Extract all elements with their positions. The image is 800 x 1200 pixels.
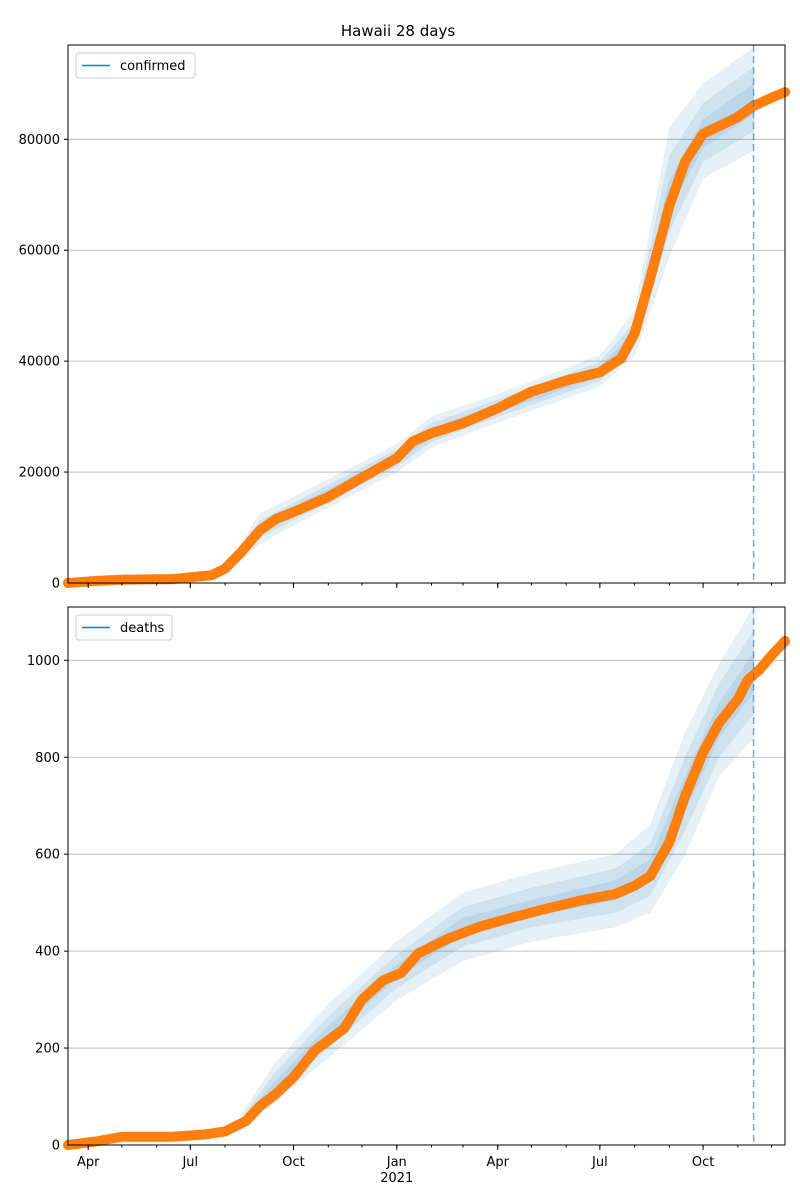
observed-point — [654, 241, 664, 251]
legend-box — [75, 614, 173, 641]
uncertainty-band — [240, 47, 754, 562]
legend-box — [75, 52, 196, 79]
x-tick-label: Oct — [692, 1155, 714, 1170]
axes-frame — [67, 44, 786, 584]
observed-point — [647, 265, 658, 275]
observed-point — [650, 257, 660, 267]
y-tick-label: 80000 — [19, 133, 60, 148]
confirmed-panel: 0 20000 40000 60000 80000 confirmed — [19, 44, 790, 592]
x-tick-label: Oct — [282, 1155, 304, 1170]
observed-point — [658, 225, 668, 235]
observed-line — [63, 635, 790, 1150]
y-tick-label: 600 — [35, 848, 60, 863]
y-tick-label: 0 — [52, 577, 60, 592]
axes-frame — [67, 606, 786, 1146]
y-tick-label: 200 — [35, 1042, 60, 1057]
observed-point — [636, 305, 647, 315]
observed-point — [632, 320, 642, 331]
observed-point — [662, 209, 672, 219]
x-tick-label: Jan — [386, 1155, 407, 1170]
y-tick-label: 400 — [35, 945, 60, 960]
observed-point — [639, 297, 649, 307]
x-tick-label: Apr — [77, 1155, 100, 1170]
y-tick-label: 1000 — [27, 654, 60, 669]
legend: confirmed — [75, 52, 196, 79]
x-tick-label: Jul — [181, 1155, 198, 1170]
observed-point — [660, 217, 670, 227]
observed-point — [641, 289, 651, 299]
x-tick-year-label: 2021 — [380, 1171, 413, 1186]
y-tick-label: 0 — [52, 1139, 60, 1154]
observed-point — [630, 328, 640, 338]
chart-title: Hawaii 28 days — [341, 22, 455, 40]
observed-point — [634, 313, 644, 323]
x-tick-label: Apr — [487, 1155, 510, 1170]
y-tick-label: 40000 — [19, 355, 60, 370]
observed-point — [656, 233, 666, 243]
y-tick-label: 20000 — [19, 466, 60, 481]
observed-point — [643, 281, 653, 291]
deaths-panel: 0 200 400 600 800 1000 deaths — [27, 606, 790, 1154]
observed-point — [652, 249, 662, 259]
y-tick-label: 800 — [35, 751, 60, 766]
observed-point — [645, 273, 656, 283]
uncertainty-band — [240, 630, 754, 1129]
legend-label: confirmed — [120, 59, 186, 74]
y-tick-label: 60000 — [19, 244, 60, 259]
legend: deaths — [75, 614, 173, 641]
legend-label: deaths — [120, 621, 165, 636]
x-tick-label: Jul — [591, 1155, 608, 1170]
